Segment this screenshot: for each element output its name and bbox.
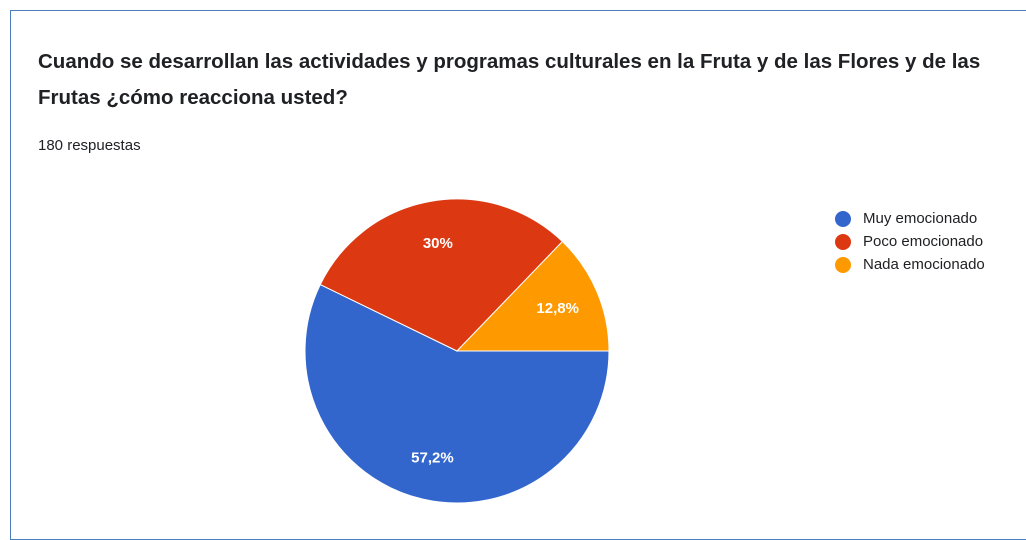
slice-label-poco-emocionado: 30% [423, 235, 453, 252]
pie-slice-poco-emocionado[interactable] [319, 198, 564, 352]
chart-legend: Muy emocionado Poco emocionado Nada emoc… [835, 207, 985, 276]
legend-label: Muy emocionado [863, 210, 978, 227]
slice-label-nada-emocionado: 12,8% [536, 300, 579, 317]
chart-title: Cuando se desarrollan las actividades y … [38, 50, 981, 109]
legend-item-poco-emocionado[interactable]: Poco emocionado [835, 230, 985, 253]
slice-label-muy-emocionado: 57,2% [411, 450, 454, 467]
legend-label: Nada emocionado [863, 256, 985, 273]
pie-chart: 57,2% 30% 12,8% [304, 198, 610, 504]
legend-item-muy-emocionado[interactable]: Muy emocionado [835, 207, 985, 230]
pie-slice-muy-emocionado[interactable] [304, 283, 610, 504]
legend-swatch [835, 233, 851, 250]
response-count: 180 respuestas [38, 137, 141, 154]
legend-item-nada-emocionado[interactable]: Nada emocionado [835, 253, 985, 276]
legend-swatch [835, 210, 851, 227]
legend-swatch [835, 256, 851, 273]
pie-slice-nada-emocionado[interactable] [455, 240, 610, 352]
legend-label: Poco emocionado [863, 233, 984, 250]
